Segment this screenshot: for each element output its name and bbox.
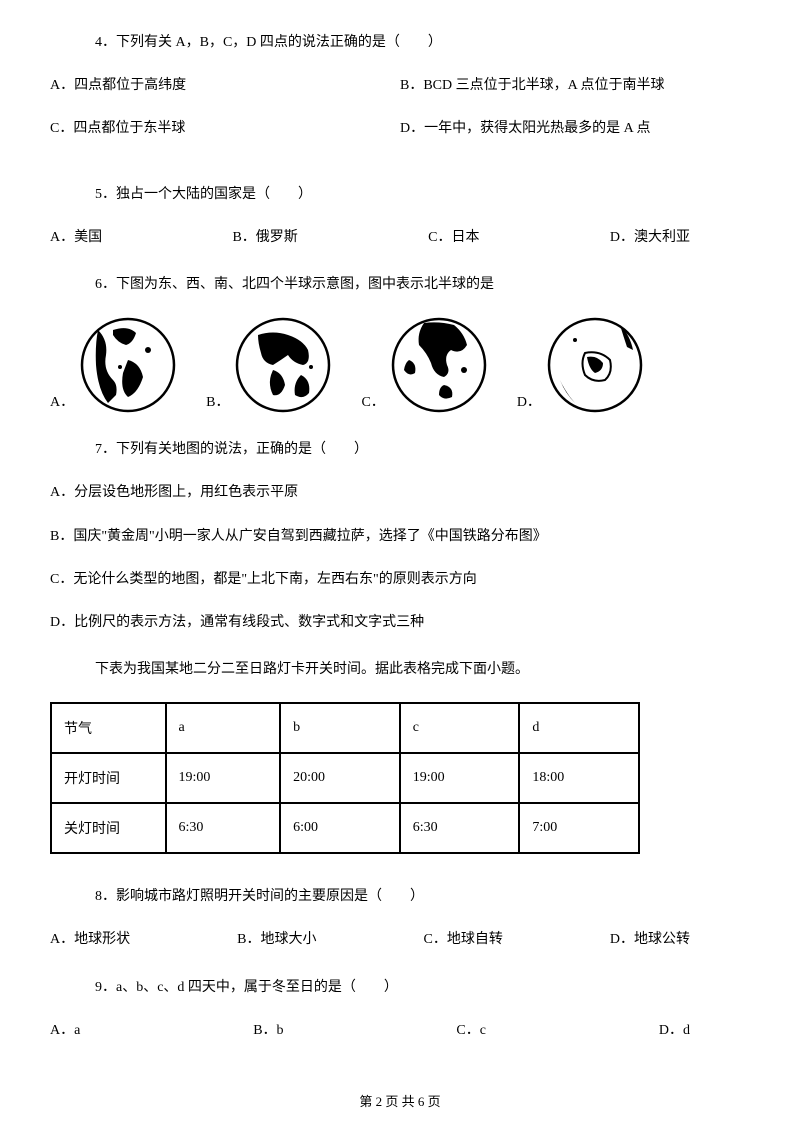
q8-option-c: C．地球自转 <box>424 927 503 952</box>
streetlight-table: 节气 a b c d 开灯时间 19:00 20:00 19:00 18:00 … <box>50 702 750 854</box>
page-footer: 第 2 页 共 6 页 <box>0 1091 800 1110</box>
globe-b: B． <box>206 315 333 415</box>
table-cell: 7:00 <box>519 803 639 853</box>
globe-d: D． <box>517 315 645 415</box>
q9-option-d: D．d <box>659 1018 690 1043</box>
question-4: 4．下列有关 A，B，C，D 四点的说法正确的是（ ） A．四点都位于高纬度 B… <box>50 30 750 160</box>
hemisphere-globes: A． B． C． <box>50 315 750 415</box>
question-8: 8．影响城市路灯照明开关时间的主要原因是（ ） A．地球形状 B．地球大小 C．… <box>50 884 750 952</box>
q8-option-a: A．地球形状 <box>50 927 130 952</box>
q5-option-a: A．美国 <box>50 225 102 250</box>
table-cell: d <box>519 703 639 753</box>
question-7: 7．下列有关地图的说法，正确的是（ ） A．分层设色地形图上，用红色表示平原 B… <box>50 437 750 635</box>
globe-icon-b <box>233 315 333 415</box>
q9-option-b: B．b <box>253 1018 283 1043</box>
question-5-options: A．美国 B．俄罗斯 C．日本 D．澳大利亚 <box>50 225 750 250</box>
question-9-options: A．a B．b C．c D．d <box>50 1018 750 1043</box>
question-9-text: 9．a、b、c、d 四天中，属于冬至日的是（ ） <box>50 975 750 1000</box>
table-cell: 20:00 <box>280 753 400 803</box>
table-cell: b <box>280 703 400 753</box>
table-cell: 6:30 <box>400 803 520 853</box>
table-cell: a <box>166 703 281 753</box>
question-4-text: 4．下列有关 A，B，C，D 四点的说法正确的是（ ） <box>50 30 750 55</box>
q4-option-c: C．四点都位于东半球 <box>50 116 400 141</box>
question-6: 6．下图为东、西、南、北四个半球示意图，图中表示北半球的是 A． B． <box>50 272 750 415</box>
q7-option-d: D．比例尺的表示方法，通常有线段式、数字式和文字式三种 <box>50 610 750 635</box>
globe-d-label: D． <box>517 390 541 415</box>
table-cell: 6:30 <box>166 803 281 853</box>
q7-option-a: A．分层设色地形图上，用红色表示平原 <box>50 480 750 505</box>
q8-option-d: D．地球公转 <box>610 927 690 952</box>
question-5-text: 5．独占一个大陆的国家是（ ） <box>50 182 750 207</box>
table-row: 开灯时间 19:00 20:00 19:00 18:00 <box>51 753 639 803</box>
q4-option-a: A．四点都位于高纬度 <box>50 73 400 98</box>
table-cell: 节气 <box>51 703 166 753</box>
globe-b-label: B． <box>206 390 229 415</box>
question-7-text: 7．下列有关地图的说法，正确的是（ ） <box>50 437 750 462</box>
globe-c-label: C． <box>361 390 384 415</box>
globe-a-label: A． <box>50 390 74 415</box>
question-8-options: A．地球形状 B．地球大小 C．地球自转 D．地球公转 <box>50 927 750 952</box>
table-cell: c <box>400 703 520 753</box>
table-cell: 18:00 <box>519 753 639 803</box>
q7-option-b: B．国庆"黄金周"小明一家人从广安自驾到西藏拉萨，选择了《中国铁路分布图》 <box>50 524 750 549</box>
globe-a: A． <box>50 315 178 415</box>
table-cell: 19:00 <box>166 753 281 803</box>
table-cell: 关灯时间 <box>51 803 166 853</box>
question-5: 5．独占一个大陆的国家是（ ） A．美国 B．俄罗斯 C．日本 D．澳大利亚 <box>50 182 750 250</box>
table-passage: 下表为我国某地二分二至日路灯卡开关时间。据此表格完成下面小题。 <box>50 657 750 682</box>
q9-option-c: C．c <box>456 1018 486 1043</box>
question-8-text: 8．影响城市路灯照明开关时间的主要原因是（ ） <box>50 884 750 909</box>
q5-option-d: D．澳大利亚 <box>610 225 690 250</box>
table-cell: 开灯时间 <box>51 753 166 803</box>
q9-option-a: A．a <box>50 1018 80 1043</box>
q4-option-d: D．一年中，获得太阳光热最多的是 A 点 <box>400 116 750 141</box>
question-6-text: 6．下图为东、西、南、北四个半球示意图，图中表示北半球的是 <box>50 272 750 297</box>
q7-option-c: C．无论什么类型的地图，都是"上北下南，左西右东"的原则表示方向 <box>50 567 750 592</box>
q8-option-b: B．地球大小 <box>237 927 316 952</box>
table-cell: 19:00 <box>400 753 520 803</box>
globe-icon-d <box>545 315 645 415</box>
globe-c: C． <box>361 315 488 415</box>
table-cell: 6:00 <box>280 803 400 853</box>
globe-icon-a <box>78 315 178 415</box>
question-4-options: A．四点都位于高纬度 B．BCD 三点位于北半球，A 点位于南半球 C．四点都位… <box>50 73 750 159</box>
q4-option-b: B．BCD 三点位于北半球，A 点位于南半球 <box>400 73 750 98</box>
question-9: 9．a、b、c、d 四天中，属于冬至日的是（ ） A．a B．b C．c D．d <box>50 975 750 1043</box>
globe-icon-c <box>389 315 489 415</box>
q5-option-c: C．日本 <box>428 225 479 250</box>
table-row: 节气 a b c d <box>51 703 639 753</box>
question-7-options: A．分层设色地形图上，用红色表示平原 B．国庆"黄金周"小明一家人从广安自驾到西… <box>50 480 750 635</box>
table-row: 关灯时间 6:30 6:00 6:30 7:00 <box>51 803 639 853</box>
q5-option-b: B．俄罗斯 <box>232 225 297 250</box>
